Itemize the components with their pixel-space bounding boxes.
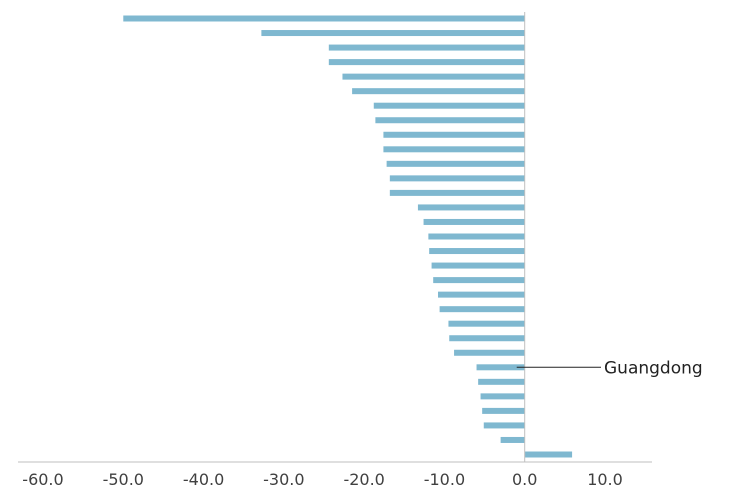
bar-27: [480, 393, 525, 400]
bar-11: [386, 160, 525, 167]
bar-2: [261, 30, 525, 37]
x-tick-label: -10.0: [424, 470, 465, 489]
x-axis-ticks: -60.0 -50.0 -40.0 -30.0 -20.0 -10.0 0.0 10.0: [22, 470, 623, 489]
bar-9: [383, 131, 525, 138]
x-tick-label: -40.0: [183, 470, 224, 489]
bar-5: [342, 73, 525, 80]
bar-17: [429, 248, 525, 255]
bar-25: [476, 364, 525, 371]
bar-7: [373, 102, 525, 109]
annotation-label-guangdong: Guangdong: [604, 358, 703, 378]
bar-1: [123, 15, 525, 22]
x-tick-label: 0.0: [512, 470, 537, 489]
bar-28: [482, 407, 525, 414]
x-tick-label: -30.0: [263, 470, 304, 489]
bar-29: [483, 422, 525, 429]
x-tick-label: 10.0: [587, 470, 623, 489]
bar-15: [423, 218, 525, 225]
bar-14: [417, 204, 525, 211]
bar-4: [328, 59, 525, 66]
bar-13: [389, 189, 525, 196]
bar-31: [524, 451, 573, 458]
bar-24: [454, 349, 525, 356]
bar-21: [439, 306, 525, 313]
bar-20: [438, 291, 525, 298]
bar-10: [383, 146, 525, 153]
bar-23: [449, 335, 525, 342]
bar-3: [328, 44, 525, 51]
x-tick-label: -50.0: [103, 470, 144, 489]
bar-8: [375, 117, 525, 124]
bar-19: [433, 277, 525, 284]
bar-16: [428, 233, 525, 240]
bar-18: [431, 262, 525, 269]
x-tick-label: -20.0: [343, 470, 384, 489]
bars-group: [123, 15, 573, 458]
x-tick-label: -60.0: [22, 470, 63, 489]
bar-30: [500, 436, 525, 443]
bar-26: [478, 378, 525, 385]
bar-6: [352, 88, 525, 95]
bar-22: [448, 320, 525, 327]
bar-12: [389, 175, 525, 182]
